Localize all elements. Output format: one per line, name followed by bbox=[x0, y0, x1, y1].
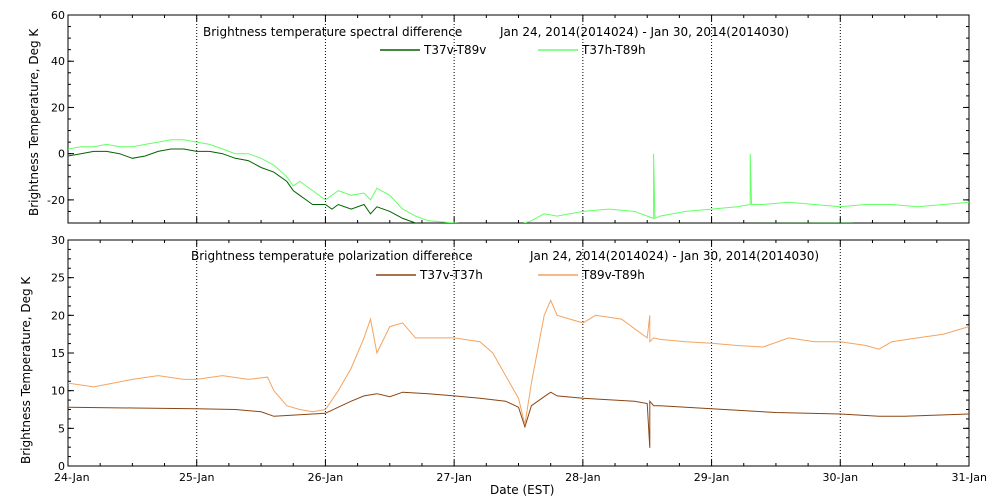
x-tick-label: 24-Jan bbox=[54, 471, 90, 484]
y-tick-label: 25 bbox=[51, 272, 65, 285]
y-tick-label: 20 bbox=[51, 101, 65, 114]
legend-label-t37h-t89h: T37h-T89h bbox=[581, 43, 646, 57]
y-tick-label: 60 bbox=[51, 9, 65, 22]
series-line-t89v-t89h bbox=[68, 299, 969, 425]
x-tick-label: 26-Jan bbox=[308, 471, 344, 484]
chart-title-spectral: Brightness temperature spectral differen… bbox=[203, 25, 462, 39]
y-tick-label: 20 bbox=[51, 309, 65, 322]
plot-frame-spectral bbox=[67, 14, 970, 224]
plot-frame-polarization bbox=[67, 239, 970, 467]
legend-label-t37v-t37h: T37v-T37h bbox=[419, 268, 483, 282]
y-tick-label: 10 bbox=[51, 385, 65, 398]
chart-date-range-polarization: Jan 24, 2014(2014024) - Jan 30, 2014(201… bbox=[529, 249, 819, 263]
legend-label-t89v-t89h: T89v-T89h bbox=[581, 268, 645, 282]
y-tick-label: 30 bbox=[51, 234, 65, 247]
y-axis-label-spectral: Brightness Temperature, Deg K bbox=[27, 28, 41, 216]
spectral-difference-panel: Brightness temperature spectral differen… bbox=[27, 9, 970, 224]
y-tick-label: 0 bbox=[58, 460, 65, 473]
y-tick-label: 0 bbox=[58, 148, 65, 161]
chart-date-range-spectral: Jan 24, 2014(2014024) - Jan 30, 2014(201… bbox=[499, 25, 789, 39]
polarization-difference-panel: Brightness temperature polarization diff… bbox=[19, 234, 987, 497]
x-tick-label: 27-Jan bbox=[436, 471, 472, 484]
y-axis-label-polarization: Brightness Temperature, Deg K bbox=[19, 276, 33, 464]
x-tick-label: 31-Jan bbox=[951, 471, 987, 484]
x-tick-label: 28-Jan bbox=[565, 471, 601, 484]
chart-title-polarization: Brightness temperature polarization diff… bbox=[191, 249, 473, 263]
x-tick-label: 30-Jan bbox=[823, 471, 859, 484]
x-tick-label: 29-Jan bbox=[694, 471, 730, 484]
series-line-t37v-t37h bbox=[68, 391, 969, 448]
y-tick-label: 15 bbox=[51, 347, 65, 360]
y-tick-label: 5 bbox=[58, 422, 65, 435]
series-line-t37v-t89v bbox=[68, 148, 854, 223]
x-tick-label: 25-Jan bbox=[179, 471, 215, 484]
x-axis-label: Date (EST) bbox=[490, 483, 554, 497]
series-line-t37h-t89h bbox=[68, 139, 969, 223]
y-tick-label: 40 bbox=[51, 55, 65, 68]
legend-label-t37v-t89v: T37v-T89v bbox=[423, 43, 486, 57]
y-tick-label: -20 bbox=[47, 194, 65, 207]
